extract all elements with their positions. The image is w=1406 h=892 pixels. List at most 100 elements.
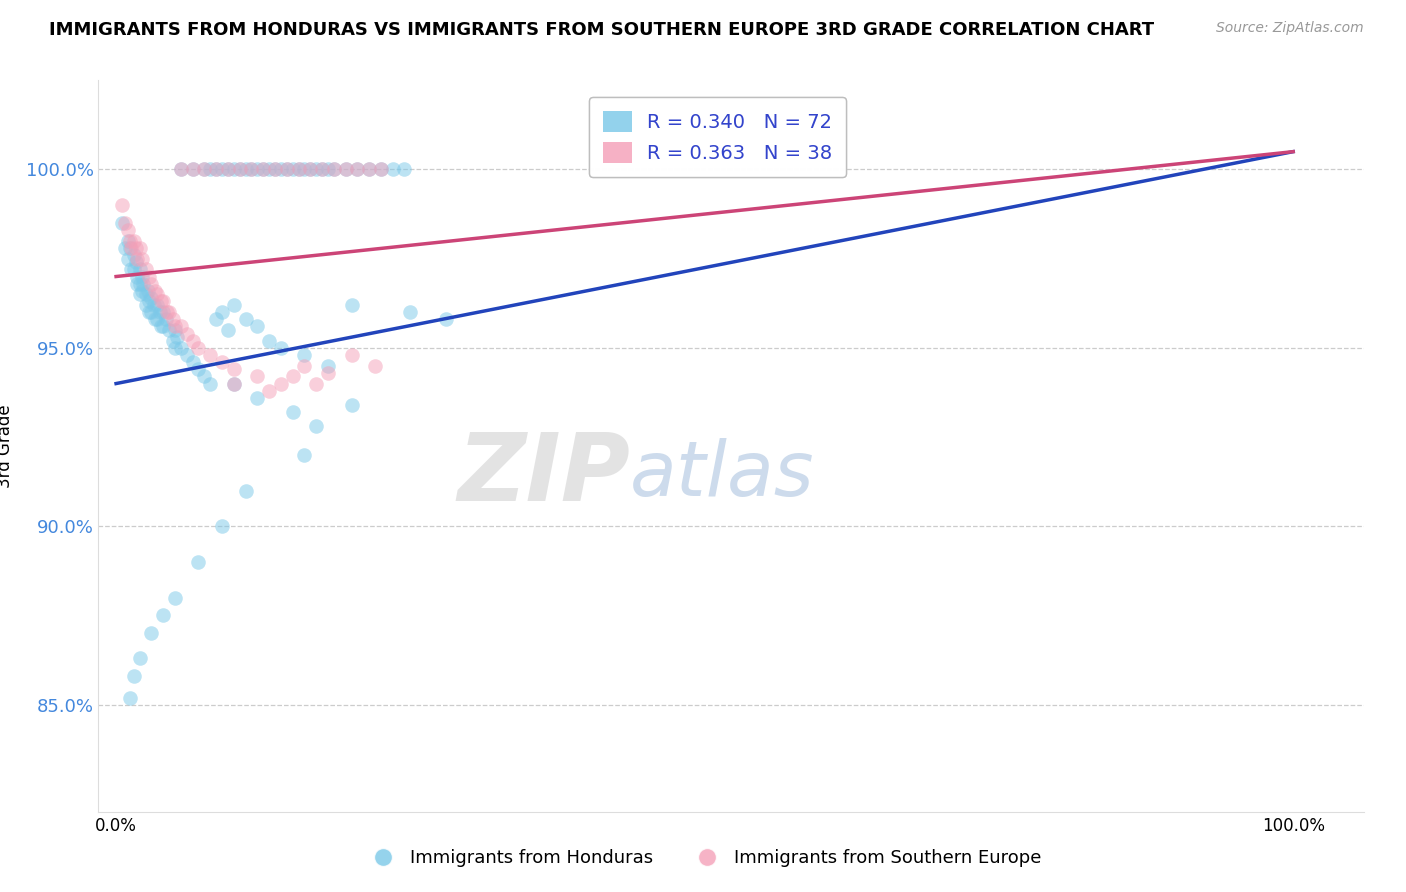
Point xyxy=(127,252,149,266)
Point xyxy=(143,284,166,298)
Point xyxy=(200,348,222,362)
Point xyxy=(181,162,204,177)
Point xyxy=(170,341,193,355)
Point xyxy=(143,312,166,326)
Point xyxy=(281,369,304,384)
Point xyxy=(222,162,245,177)
Point xyxy=(252,162,274,177)
Point xyxy=(294,448,316,462)
Point xyxy=(346,162,368,177)
Point xyxy=(335,162,357,177)
Point xyxy=(311,162,333,177)
Point xyxy=(181,162,204,177)
Point xyxy=(157,323,180,337)
Point xyxy=(222,376,245,391)
Point xyxy=(138,294,160,309)
Point xyxy=(340,348,363,362)
Point xyxy=(111,216,134,230)
Point xyxy=(294,359,316,373)
Point xyxy=(141,626,163,640)
Point xyxy=(152,608,174,623)
Point xyxy=(163,319,186,334)
Point xyxy=(134,287,156,301)
Point xyxy=(246,391,269,405)
Point xyxy=(340,298,363,312)
Point xyxy=(311,162,333,177)
Point xyxy=(252,162,274,177)
Point xyxy=(399,305,422,319)
Point xyxy=(117,252,139,266)
Point xyxy=(370,162,392,177)
Point xyxy=(138,305,160,319)
Point xyxy=(340,398,363,412)
Point xyxy=(240,162,263,177)
Point xyxy=(170,162,193,177)
Point xyxy=(132,277,155,291)
Point xyxy=(322,162,344,177)
Point xyxy=(163,591,186,605)
Point xyxy=(170,319,193,334)
Point xyxy=(346,162,368,177)
Point xyxy=(152,294,174,309)
Text: atlas: atlas xyxy=(630,438,814,512)
Point xyxy=(205,162,228,177)
Point xyxy=(235,312,257,326)
Point xyxy=(149,305,172,319)
Point xyxy=(294,162,316,177)
Point xyxy=(120,262,142,277)
Point xyxy=(364,359,387,373)
Point xyxy=(176,348,198,362)
Point xyxy=(276,162,298,177)
Point xyxy=(205,312,228,326)
Point xyxy=(211,355,233,369)
Point xyxy=(122,669,145,683)
Point xyxy=(131,284,153,298)
Point xyxy=(381,162,404,177)
Point xyxy=(264,162,287,177)
Point xyxy=(240,162,263,177)
Point xyxy=(217,323,239,337)
Point xyxy=(117,223,139,237)
Point xyxy=(287,162,309,177)
Text: Source: ZipAtlas.com: Source: ZipAtlas.com xyxy=(1216,21,1364,35)
Point xyxy=(200,376,222,391)
Point xyxy=(152,305,174,319)
Point xyxy=(128,277,150,291)
Point xyxy=(117,234,139,248)
Point xyxy=(141,277,163,291)
Point xyxy=(127,277,149,291)
Point xyxy=(157,305,180,319)
Point xyxy=(287,162,309,177)
Point xyxy=(181,355,204,369)
Point xyxy=(155,312,177,326)
Point xyxy=(434,312,457,326)
Point xyxy=(359,162,381,177)
Point xyxy=(111,198,134,212)
Point xyxy=(162,312,184,326)
Point xyxy=(122,262,145,277)
Point xyxy=(299,162,322,177)
Point xyxy=(142,298,165,312)
Point xyxy=(205,162,228,177)
Point xyxy=(246,162,269,177)
Point xyxy=(211,519,233,533)
Point xyxy=(134,262,156,277)
Point xyxy=(257,162,280,177)
Point xyxy=(141,291,163,305)
Point xyxy=(125,241,148,255)
Point xyxy=(114,241,136,255)
Point xyxy=(163,323,186,337)
Point xyxy=(127,269,149,284)
Y-axis label: 3rd Grade: 3rd Grade xyxy=(0,404,14,488)
Point xyxy=(235,483,257,498)
Point xyxy=(200,162,222,177)
Point xyxy=(193,369,215,384)
Point xyxy=(228,162,250,177)
Point xyxy=(211,305,233,319)
Point xyxy=(114,216,136,230)
Point xyxy=(394,162,416,177)
Point xyxy=(359,162,381,177)
Point xyxy=(181,334,204,348)
Point xyxy=(131,252,153,266)
Point xyxy=(322,162,344,177)
